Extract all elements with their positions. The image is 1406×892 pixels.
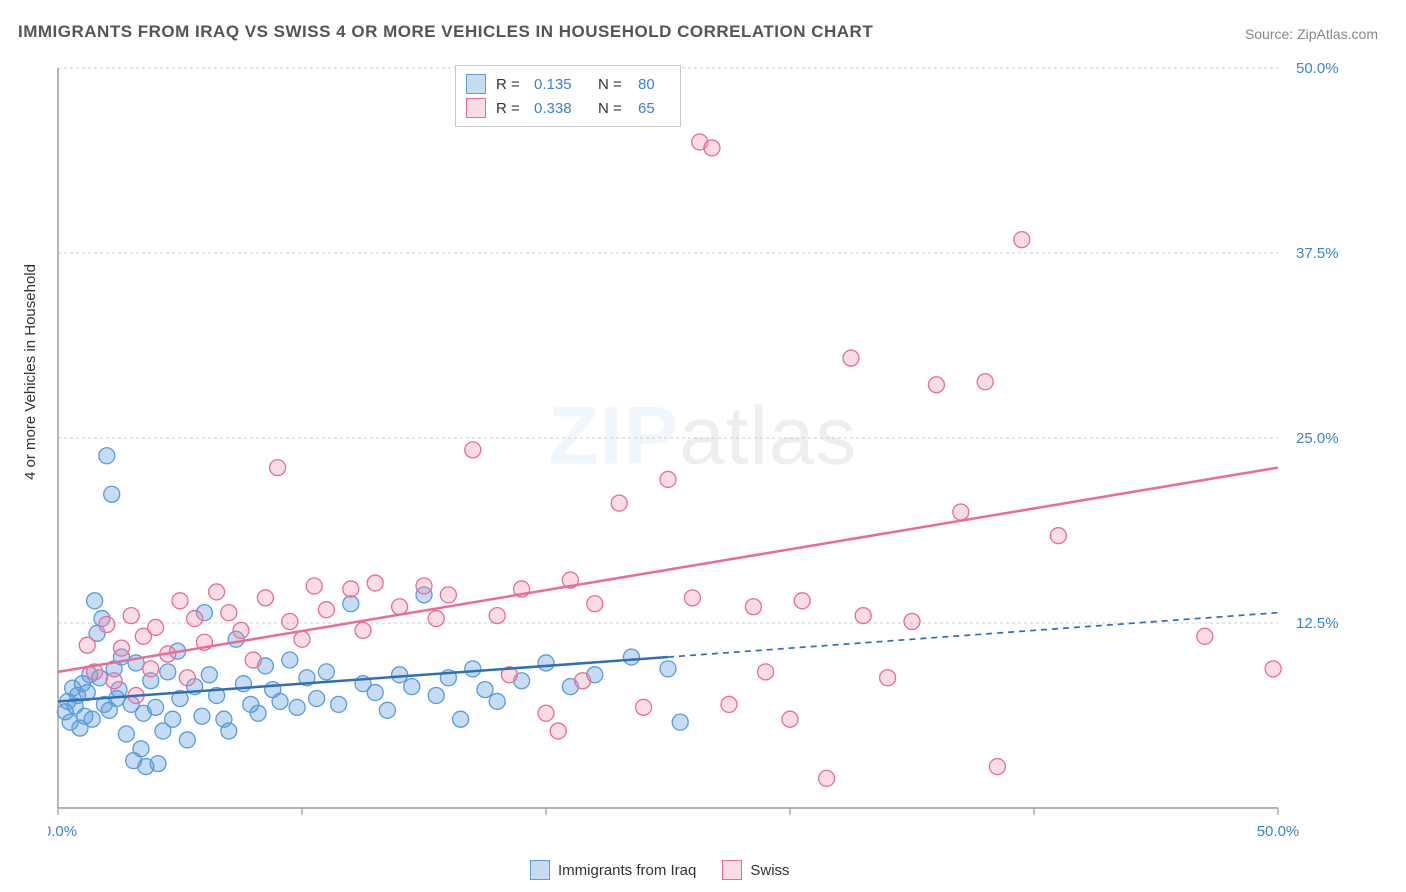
svg-text:25.0%: 25.0% [1296,430,1339,447]
legend-stats-row: R = 0.338 N = 65 [466,96,666,120]
legend-stats: R = 0.135 N = 80 R = 0.338 N = 65 [455,65,681,127]
legend-swatch [530,860,550,880]
legend-series-label: Immigrants from Iraq [558,862,696,879]
svg-text:0.0%: 0.0% [48,823,77,840]
legend-n-label: N = [598,76,628,93]
legend-n-value: 80 [638,76,666,93]
scatter-chart: 0.0% 50.0% 12.5% 25.0% 37.5% 50.0% [48,58,1378,848]
svg-text:37.5%: 37.5% [1296,245,1339,262]
y-axis-label: 4 or more Vehicles in Household [22,264,39,480]
legend-swatch [466,74,486,94]
legend-r-value: 0.338 [534,100,588,117]
legend-swatch [466,98,486,118]
legend-stats-row: R = 0.135 N = 80 [466,72,666,96]
legend-n-value: 65 [638,100,666,117]
chart-title: IMMIGRANTS FROM IRAQ VS SWISS 4 OR MORE … [18,22,873,42]
source-attribution: Source: ZipAtlas.com [1245,26,1378,42]
legend-series-label: Swiss [750,862,789,879]
svg-text:50.0%: 50.0% [1257,823,1300,840]
svg-text:12.5%: 12.5% [1296,615,1339,632]
svg-text:50.0%: 50.0% [1296,60,1339,77]
legend-r-value: 0.135 [534,76,588,93]
legend-n-label: N = [598,100,628,117]
legend-series: Immigrants from Iraq Swiss [530,860,790,880]
legend-r-label: R = [496,100,524,117]
legend-series-item: Swiss [722,860,789,880]
legend-series-item: Immigrants from Iraq [530,860,696,880]
legend-r-label: R = [496,76,524,93]
legend-swatch [722,860,742,880]
